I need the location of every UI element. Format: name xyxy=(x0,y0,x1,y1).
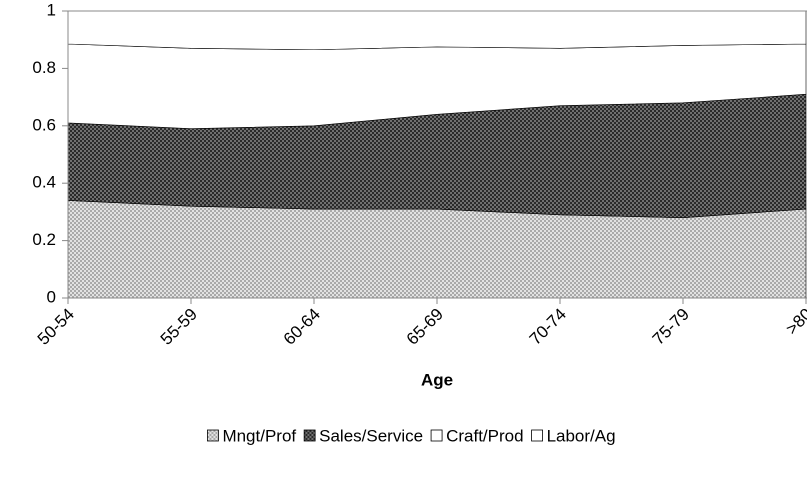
legend-label: Mngt/Prof xyxy=(222,426,296,445)
y-tick-label: 0.6 xyxy=(32,115,56,134)
legend-label: Sales/Service xyxy=(319,426,423,445)
legend-swatch xyxy=(207,429,219,442)
legend-swatch xyxy=(531,429,543,442)
x-tick-label: 60-64 xyxy=(280,305,324,349)
x-tick-label: 65-69 xyxy=(403,305,447,349)
legend-swatch xyxy=(303,429,316,442)
y-tick-label: 0.4 xyxy=(32,173,56,192)
y-tick-label: 1 xyxy=(47,0,56,19)
legend-swatch xyxy=(430,429,443,442)
legend-label: Craft/Prod xyxy=(446,426,523,445)
x-tick-label: 55-59 xyxy=(157,305,201,349)
x-tick-label: 50-54 xyxy=(34,305,78,349)
legend: Mngt/Prof Sales/Service Craft/Prod Labor/Ag xyxy=(207,426,616,445)
area xyxy=(67,10,807,51)
y-tick-label: 0.2 xyxy=(32,230,56,249)
x-axis-label: Age xyxy=(421,370,453,389)
x-tick-label: >80 xyxy=(782,305,807,339)
y-tick-label: 0 xyxy=(47,287,56,306)
x-tick-label: 70-74 xyxy=(526,305,570,349)
legend-label: Labor/Ag xyxy=(547,426,616,445)
x-tick-label: 75-79 xyxy=(649,305,693,349)
y-tick-label: 0.8 xyxy=(32,58,56,77)
